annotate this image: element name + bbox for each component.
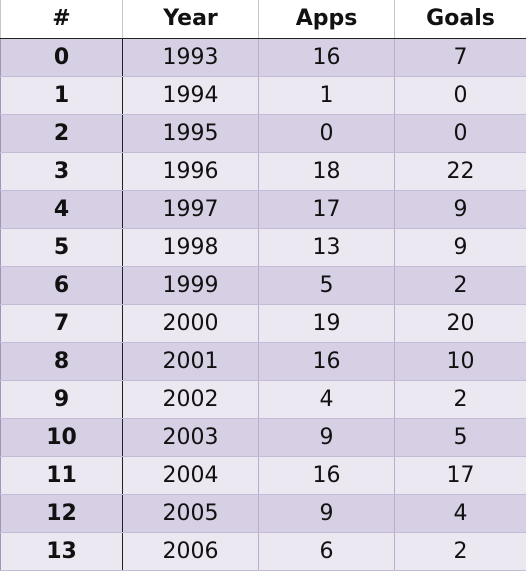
goals-cell: 20: [395, 304, 526, 342]
table-row: 1 1994 1 0: [1, 76, 526, 114]
apps-cell: 6: [259, 532, 395, 570]
row-index-cell: 1: [1, 76, 123, 114]
goals-cell: 2: [395, 266, 526, 304]
apps-cell: 0: [259, 114, 395, 152]
table-row: 0 1993 16 7: [1, 38, 526, 76]
table-row: 3 1996 18 22: [1, 152, 526, 190]
row-index-cell: 7: [1, 304, 123, 342]
goals-cell: 0: [395, 76, 526, 114]
apps-cell: 5: [259, 266, 395, 304]
table-row: 9 2002 4 2: [1, 380, 526, 418]
row-index-cell: 5: [1, 228, 123, 266]
apps-cell: 18: [259, 152, 395, 190]
table-row: 11 2004 16 17: [1, 456, 526, 494]
goals-cell: 10: [395, 342, 526, 380]
year-cell: 2001: [123, 342, 259, 380]
year-cell: 1997: [123, 190, 259, 228]
goals-cell: 5: [395, 418, 526, 456]
row-index-cell: 12: [1, 494, 123, 532]
year-cell: 1995: [123, 114, 259, 152]
goals-cell: 9: [395, 190, 526, 228]
table-row: 8 2001 16 10: [1, 342, 526, 380]
row-index-cell: 10: [1, 418, 123, 456]
row-index-cell: 2: [1, 114, 123, 152]
year-cell: 2000: [123, 304, 259, 342]
table-row: 13 2006 6 2: [1, 532, 526, 570]
apps-cell: 17: [259, 190, 395, 228]
apps-cell: 16: [259, 456, 395, 494]
table-row: 12 2005 9 4: [1, 494, 526, 532]
goals-cell: 0: [395, 114, 526, 152]
table-row: 2 1995 0 0: [1, 114, 526, 152]
goals-cell: 4: [395, 494, 526, 532]
year-cell: 2005: [123, 494, 259, 532]
table-row: 6 1999 5 2: [1, 266, 526, 304]
year-cell: 1998: [123, 228, 259, 266]
year-cell: 2004: [123, 456, 259, 494]
row-index-cell: 6: [1, 266, 123, 304]
goals-cell: 17: [395, 456, 526, 494]
apps-cell: 9: [259, 494, 395, 532]
table-body: 0 1993 16 7 1 1994 1 0 2 1995 0 0 3 1996…: [1, 38, 526, 570]
apps-cell: 4: [259, 380, 395, 418]
column-header-apps: Apps: [259, 0, 395, 38]
apps-cell: 1: [259, 76, 395, 114]
apps-cell: 13: [259, 228, 395, 266]
row-index-cell: 11: [1, 456, 123, 494]
table-row: 4 1997 17 9: [1, 190, 526, 228]
table-row: 5 1998 13 9: [1, 228, 526, 266]
table-header: # Year Apps Goals: [1, 0, 526, 38]
year-cell: 1996: [123, 152, 259, 190]
apps-cell: 19: [259, 304, 395, 342]
row-index-cell: 8: [1, 342, 123, 380]
column-header-goals: Goals: [395, 0, 526, 38]
table-row: 10 2003 9 5: [1, 418, 526, 456]
apps-cell: 16: [259, 38, 395, 76]
row-index-cell: 9: [1, 380, 123, 418]
goals-cell: 22: [395, 152, 526, 190]
goals-cell: 7: [395, 38, 526, 76]
column-header-year: Year: [123, 0, 259, 38]
table-row: 7 2000 19 20: [1, 304, 526, 342]
apps-cell: 16: [259, 342, 395, 380]
apps-cell: 9: [259, 418, 395, 456]
row-index-cell: 13: [1, 532, 123, 570]
goals-cell: 9: [395, 228, 526, 266]
year-cell: 2006: [123, 532, 259, 570]
row-index-cell: 4: [1, 190, 123, 228]
year-cell: 1999: [123, 266, 259, 304]
year-cell: 2002: [123, 380, 259, 418]
year-cell: 1993: [123, 38, 259, 76]
column-header-index: #: [1, 0, 123, 38]
goals-cell: 2: [395, 380, 526, 418]
goals-cell: 2: [395, 532, 526, 570]
year-cell: 2003: [123, 418, 259, 456]
header-row: # Year Apps Goals: [1, 0, 526, 38]
row-index-cell: 0: [1, 38, 123, 76]
year-cell: 1994: [123, 76, 259, 114]
row-index-cell: 3: [1, 152, 123, 190]
